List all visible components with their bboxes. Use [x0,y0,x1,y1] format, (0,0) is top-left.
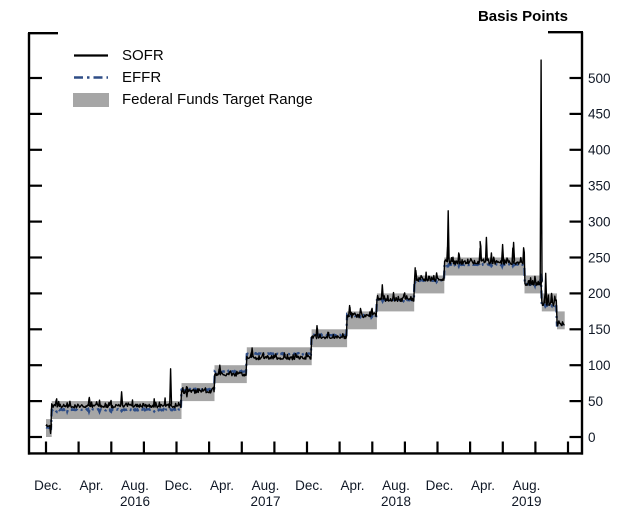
svg-text:Aug.: Aug. [252,478,280,493]
svg-text:Apr.: Apr. [471,478,495,493]
svg-text:2016: 2016 [120,494,150,509]
svg-text:400: 400 [588,143,611,158]
svg-text:300: 300 [588,214,611,229]
svg-text:450: 450 [588,107,611,122]
svg-text:Dec.: Dec. [426,478,454,493]
svg-text:Apr.: Apr. [210,478,234,493]
svg-text:0: 0 [588,430,596,445]
svg-text:250: 250 [588,250,611,265]
svg-text:100: 100 [588,358,611,373]
svg-text:Dec.: Dec. [165,478,193,493]
svg-text:2019: 2019 [511,494,541,509]
svg-text:Dec.: Dec. [295,478,323,493]
legend-item-sofr: SOFR [73,47,313,64]
svg-text:Apr.: Apr. [79,478,103,493]
svg-text:Aug.: Aug. [121,478,149,493]
svg-text:2017: 2017 [250,494,280,509]
sofr-line-swatch [73,48,109,63]
chart-legend: SOFR EFFR Federal Funds Target Range [73,47,313,108]
legend-item-effr: EFFR [73,69,313,86]
svg-text:2018: 2018 [381,494,411,509]
svg-text:150: 150 [588,322,611,337]
svg-text:350: 350 [588,179,611,194]
legend-label-target-range: Federal Funds Target Range [122,91,313,108]
svg-text:50: 50 [588,394,603,409]
basis-points-label: Basis Points [477,8,568,25]
svg-text:200: 200 [588,286,611,301]
legend-label-sofr: SOFR [122,47,164,64]
svg-text:500: 500 [588,71,611,86]
legend-item-target-range: Federal Funds Target Range [73,91,313,108]
effr-dashdot-swatch [73,70,109,85]
svg-text:Apr.: Apr. [340,478,364,493]
svg-text:Aug.: Aug. [513,478,541,493]
svg-text:Dec.: Dec. [34,478,62,493]
target-range-swatch [73,92,109,107]
legend-label-effr: EFFR [122,69,162,86]
svg-text:Aug.: Aug. [382,478,410,493]
